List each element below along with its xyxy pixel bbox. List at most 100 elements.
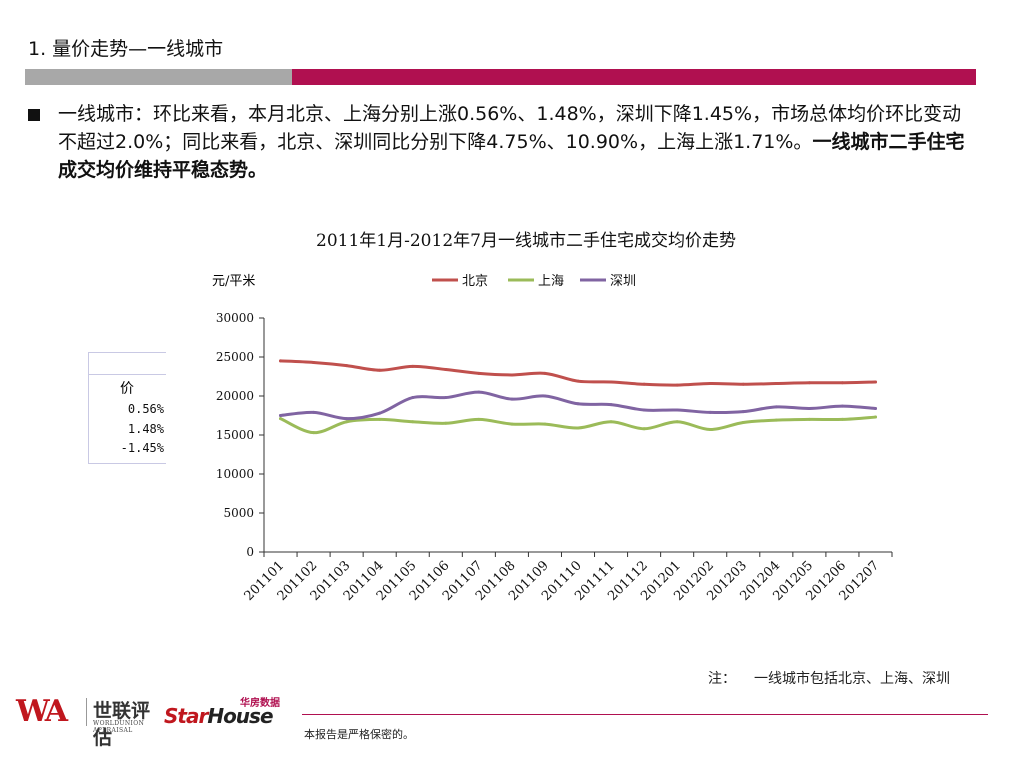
data-point-1 [411,420,415,424]
data-point-0 [609,380,613,384]
wa-logo-mark: WA [16,694,68,729]
data-point-1 [741,421,745,425]
data-point-2 [807,406,811,410]
title-bar-gray [25,69,292,85]
legend-label: 北京 [462,274,488,289]
data-point-2 [378,411,382,415]
data-point-0 [675,383,679,387]
footnote-label: 注： [708,671,736,687]
data-point-1 [774,418,778,422]
y-tick-label: 30000 [216,311,254,325]
chart-title: 2011年1月-2012年7月一线城市二手住宅成交均价走势 [316,231,736,251]
data-point-2 [477,390,481,394]
table-rule [88,463,166,464]
data-point-2 [444,396,448,400]
data-point-2 [576,402,580,406]
data-point-2 [312,410,316,414]
table-rule [88,374,166,375]
series-line-1 [279,415,877,435]
y-tick-label: 0 [246,545,254,559]
table-rule [88,352,166,353]
data-point-1 [510,422,514,426]
data-point-2 [774,405,778,409]
y-tick-label: 15000 [216,428,254,442]
data-point-2 [411,396,415,400]
data-point-1 [675,420,679,424]
slide-title: 1. 量价走势—一线城市 [28,38,224,60]
data-point-0 [774,382,778,386]
data-point-1 [378,417,382,421]
starhouse-logo: 华房数据 StarHouse [164,694,288,730]
data-point-2 [543,394,547,398]
data-point-2 [609,403,613,407]
data-point-1 [807,417,811,421]
data-point-2 [279,414,283,417]
y-tick-label: 25000 [216,350,254,364]
wa-logo-en: WORLDUNION APPRAISAL [93,720,145,734]
legend-label: 上海 [538,274,564,289]
confidential-notice: 本报告是严格保密的。 [304,728,414,741]
data-point-2 [345,417,349,421]
data-point-2 [675,408,679,412]
worldunion-logo: WA 世联评估 WORLDUNION APPRAISAL [16,694,156,749]
starhouse-logo-cn: 华房数据 [240,698,280,709]
data-point-2 [840,404,844,408]
data-point-2 [642,408,646,412]
starhouse-logo-house: House [207,704,273,728]
side-mini-table: 价 0.56% 1.48% -1.45% [88,352,168,464]
table-header: 价 [120,381,134,397]
table-cell: 1.48% [127,422,164,436]
data-point-0 [378,368,382,372]
data-point-1 [576,426,580,430]
data-point-1 [609,420,613,424]
data-point-0 [741,382,745,386]
data-point-0 [510,373,514,377]
data-point-1 [345,420,349,424]
data-point-0 [708,382,712,386]
data-point-1 [840,417,844,421]
legend-label: 深圳 [610,274,636,289]
series-line-2 [279,390,877,421]
data-point-1 [543,422,547,426]
y-axis-unit-label: 元/平米 [212,274,256,289]
data-point-1 [477,417,481,421]
footer-rule [302,714,988,715]
data-point-1 [642,427,646,431]
summary-paragraph: 一线城市：环比来看，本月北京、上海分别上涨0.56%、1.48%，深圳下降1.4… [58,100,978,184]
bullet-square-icon [28,109,40,121]
data-point-1 [708,428,712,432]
summary-conclusion: 一线城市二手住宅成交均价维持平稳态势。 [58,131,965,181]
summary-text: 一线城市：环比来看，本月北京、上海分别上涨0.56%、1.48%，深圳下降1.4… [58,103,962,153]
data-point-0 [807,381,811,385]
y-tick-label: 10000 [216,467,254,481]
data-point-0 [312,360,316,364]
starhouse-logo-star: Star [164,704,208,728]
data-point-0 [840,381,844,385]
table-rule [88,352,89,464]
data-point-0 [279,359,283,363]
data-point-0 [411,364,415,368]
logo-divider [86,698,87,726]
data-point-1 [873,415,877,419]
data-point-2 [741,410,745,414]
data-point-0 [477,371,481,375]
data-point-0 [576,379,580,383]
wa-logo-cn: 世联评估 [93,700,151,749]
starhouse-logo-wordmark: StarHouse [164,704,274,728]
data-point-0 [543,371,547,375]
y-tick-label: 5000 [223,506,254,520]
data-point-2 [708,410,712,414]
title-bar-accent [292,69,976,85]
data-point-1 [279,417,283,421]
footnote-text: 一线城市包括北京、上海、深圳 [754,671,950,687]
data-point-0 [345,364,349,368]
table-cell: -1.45% [120,441,164,455]
data-point-0 [642,382,646,386]
data-point-0 [873,380,877,384]
data-point-1 [312,431,316,435]
data-point-1 [444,421,448,425]
footnote: 注： 一线城市包括北京、上海、深圳 [708,668,950,688]
data-point-2 [510,397,514,401]
data-point-0 [444,367,448,371]
